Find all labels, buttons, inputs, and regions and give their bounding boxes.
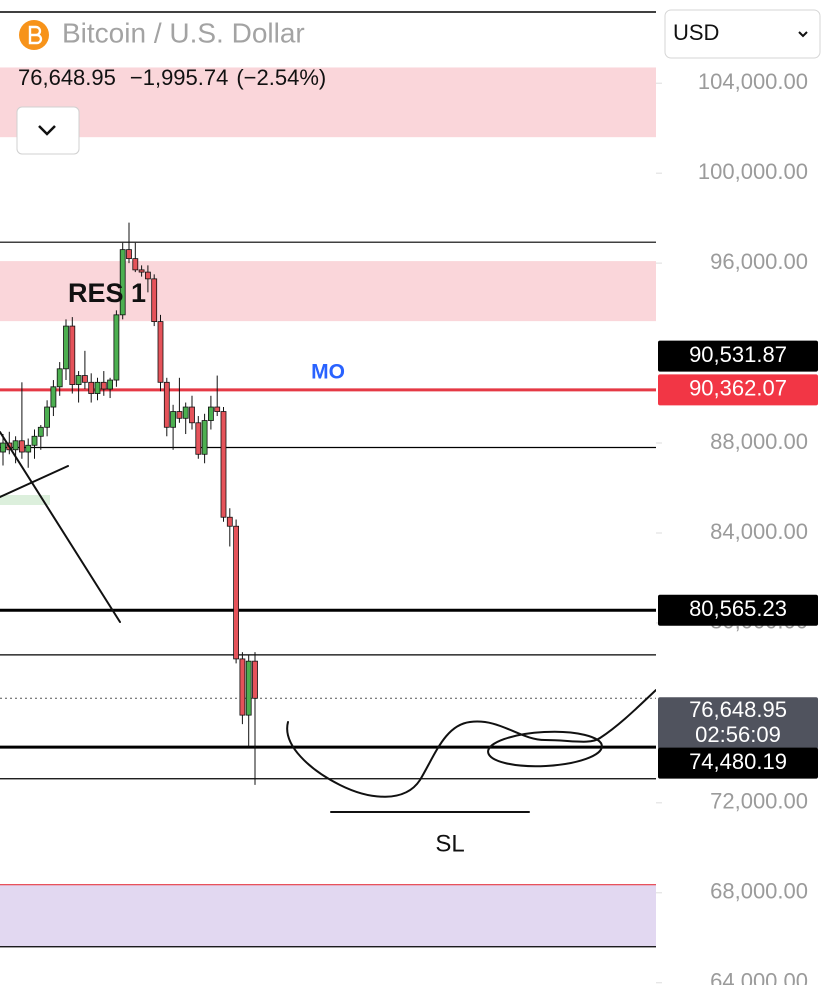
price-label: 80,565.23 [689,596,787,621]
candle-body [100,381,107,390]
bitcoin-glyph [28,25,43,45]
candle-body [176,411,183,419]
dropdown-arrow [798,31,808,38]
y-tick-label: 64,000.00 [710,969,808,985]
collapse-button[interactable] [16,106,80,155]
candle-body [107,379,113,390]
chevron [38,125,56,136]
price-labels: 90,531.87 90,362.07 80,565.23 76,648.9502:5… [658,340,818,779]
currency-select[interactable]: USD [664,9,821,59]
axis-background [656,0,828,985]
y-tick-label: 68,000.00 [710,879,808,904]
candle-body [189,406,195,424]
candle-body [201,420,208,455]
candles [0,222,258,785]
candle-body [138,269,145,273]
zone [0,884,656,947]
y-tick-label: 84,000.00 [710,519,808,544]
candle-body [12,440,19,451]
candle-body [144,271,151,280]
annotation: MO [311,361,345,384]
candle-body [0,442,6,453]
y-tick-label: 88,000.00 [710,429,808,454]
select-frame[interactable] [664,9,821,59]
hand-curve [286,689,657,798]
candle-body [132,258,139,271]
y-tick-label: 96,000.00 [710,249,808,274]
button-frame[interactable] [16,106,80,155]
zone [0,67,656,138]
support-zone [0,495,50,505]
candle-body [37,426,44,437]
price-label-box [658,374,818,406]
trend-line [0,465,69,498]
candle-body [69,325,76,385]
candle-body [88,381,95,394]
candle-body [170,411,177,428]
candle-body [75,375,82,385]
zone [0,261,656,322]
candle-body [182,406,189,419]
candle-body [245,660,252,716]
candle-body [252,660,258,699]
symbol-icon [19,20,49,50]
candle-body [113,314,120,381]
candle-body [119,249,126,316]
y-tick-label: 100,000.00 [698,159,808,184]
currency[interactable]: USD [673,20,719,45]
candle-body [151,278,158,322]
candle-body [157,321,164,383]
price-label: 90,531.87 [689,342,787,367]
trend-line [0,431,121,623]
candle-body [31,435,38,446]
last-price: 76,648.95 [18,65,116,90]
candle-body [44,406,50,428]
change: −1,995.74 [130,65,228,90]
candle-body [226,516,233,527]
candle-body [233,525,240,660]
candle-body [207,406,214,421]
price-label-box [658,594,818,626]
price-axis: 104,000.00 100,000.00 96,000.00 88,000.00 84… [656,69,808,985]
candle-body [56,368,63,388]
price-label: 90,362.07 [689,376,787,401]
candle-body [239,658,246,716]
candle-body [63,325,69,370]
candle-body [18,440,25,453]
price-label: 76,648.95 [689,697,787,722]
candle-body [50,386,57,408]
symbol-title: Bitcoin / U.S. Dollar [62,17,305,48]
price-label-box [658,747,818,779]
candle-body [126,249,132,260]
zones [0,67,656,947]
candle-body [195,422,202,455]
candle-body [163,381,170,428]
annotation: SL [435,830,464,857]
price-label-box [658,340,818,372]
price-label-box [658,697,818,750]
candle-body [220,411,227,518]
y-tick-label: 72,000.00 [710,789,808,814]
change-pct: (−2.54%) [236,65,326,90]
candle-body [214,406,221,412]
levels [0,241,656,948]
quote: 76,648.95 −1,995.74 (−2.54%) [18,65,326,90]
annotation: RES 1 [68,278,146,308]
price-label: 74,480.19 [689,749,787,774]
candle-body [94,381,101,394]
candle-body [82,375,88,383]
countdown: 02:56:09 [695,722,781,747]
candle-body [25,444,32,453]
y-tick-label: 104,000.00 [698,69,808,94]
drawings [0,431,657,813]
hand-ellipse [487,730,603,768]
